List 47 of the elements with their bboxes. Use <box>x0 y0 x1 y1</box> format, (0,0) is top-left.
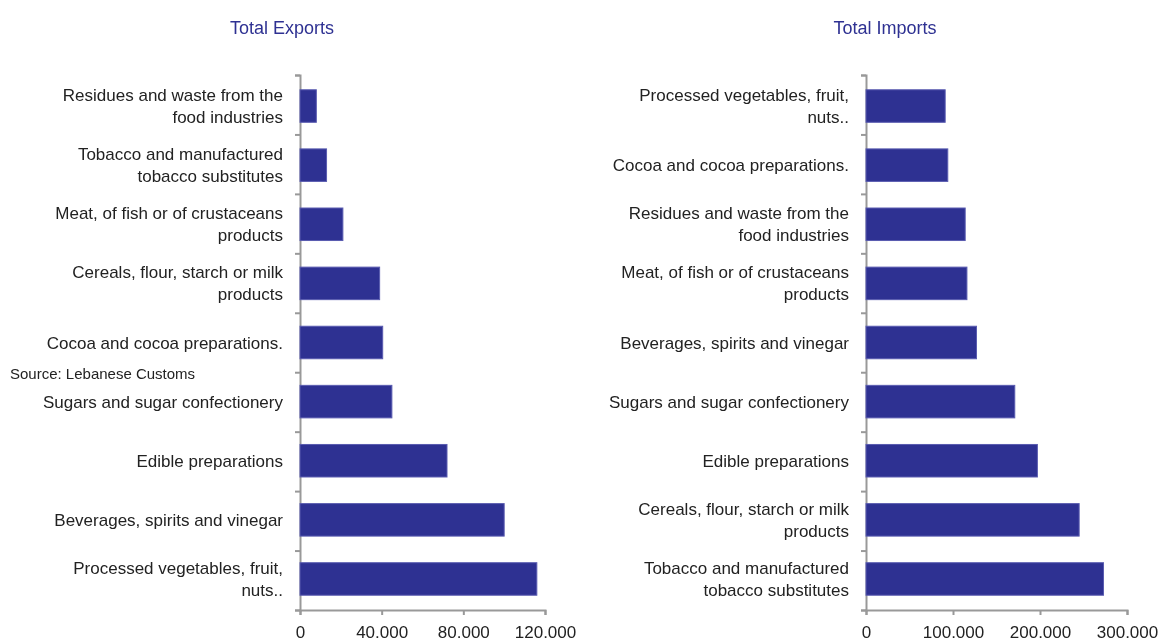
y-tick-label: Meat, of fish or of crustaceans products <box>55 204 283 246</box>
y-tick-label: Residues and waste from the food industries <box>628 204 849 246</box>
y-tick-label: Cocoa and cocoa preparations. <box>46 333 283 353</box>
y-tick-label: Processed vegetables, fruit, nuts.. <box>639 85 849 128</box>
y-tick-label: Processed vegetables, fruit, nuts.. <box>73 558 283 601</box>
y-tick-label: Residues and waste from the food industries <box>62 85 283 128</box>
x-tick-label: 0 <box>861 623 872 641</box>
bar <box>865 89 946 123</box>
bar <box>299 89 317 123</box>
y-tick-label: Meat, of fish or of crustaceans products <box>621 263 849 305</box>
y-tick-label: Tobacco and manufactured tobacco substitutes <box>643 558 849 601</box>
x-tick-label: 0 <box>295 623 306 641</box>
y-tick-label: Sugars and sugar confectionery <box>608 392 850 412</box>
bar <box>299 384 393 419</box>
bar <box>865 384 1016 419</box>
source-note: Source: Lebanese Customs <box>10 365 196 382</box>
chart-title: Total Exports <box>229 18 335 38</box>
y-tick-label: Edible preparations <box>702 451 849 471</box>
bar <box>299 266 381 301</box>
y-tick-label: Beverages, spirits and vinegar <box>620 333 850 353</box>
x-tick-label: 40.000 <box>356 623 409 641</box>
bar <box>865 207 966 242</box>
bar <box>865 148 949 182</box>
bar <box>299 148 328 182</box>
bar <box>865 325 977 360</box>
x-tick-label: 200.000 <box>1009 623 1072 641</box>
y-tick-label: Edible preparations <box>136 451 283 471</box>
bar <box>865 503 1080 537</box>
x-tick-label: 300.000 <box>1096 623 1159 641</box>
bar <box>299 503 505 537</box>
bar <box>865 266 968 301</box>
y-tick-label: Cereals, flour, starch or milk products <box>72 263 284 305</box>
bar <box>299 562 538 596</box>
chart-title: Total Imports <box>833 18 937 38</box>
bar <box>865 443 1038 478</box>
y-tick-label: Tobacco and manufactured tobacco substitutes <box>77 145 283 187</box>
x-tick-label: 120.000 <box>514 623 577 641</box>
x-tick-label: 80.000 <box>437 623 490 641</box>
y-tick-label: Beverages, spirits and vinegar <box>54 510 284 530</box>
y-tick-label: Cocoa and cocoa preparations. <box>612 156 849 176</box>
y-tick-label: Cereals, flour, starch or milk products <box>638 499 850 541</box>
bar <box>299 443 448 478</box>
bar <box>299 207 344 242</box>
x-tick-label: 100.000 <box>922 623 985 641</box>
y-tick-label: Sugars and sugar confectionery <box>42 392 284 412</box>
bar <box>299 325 384 360</box>
bar <box>865 562 1105 596</box>
